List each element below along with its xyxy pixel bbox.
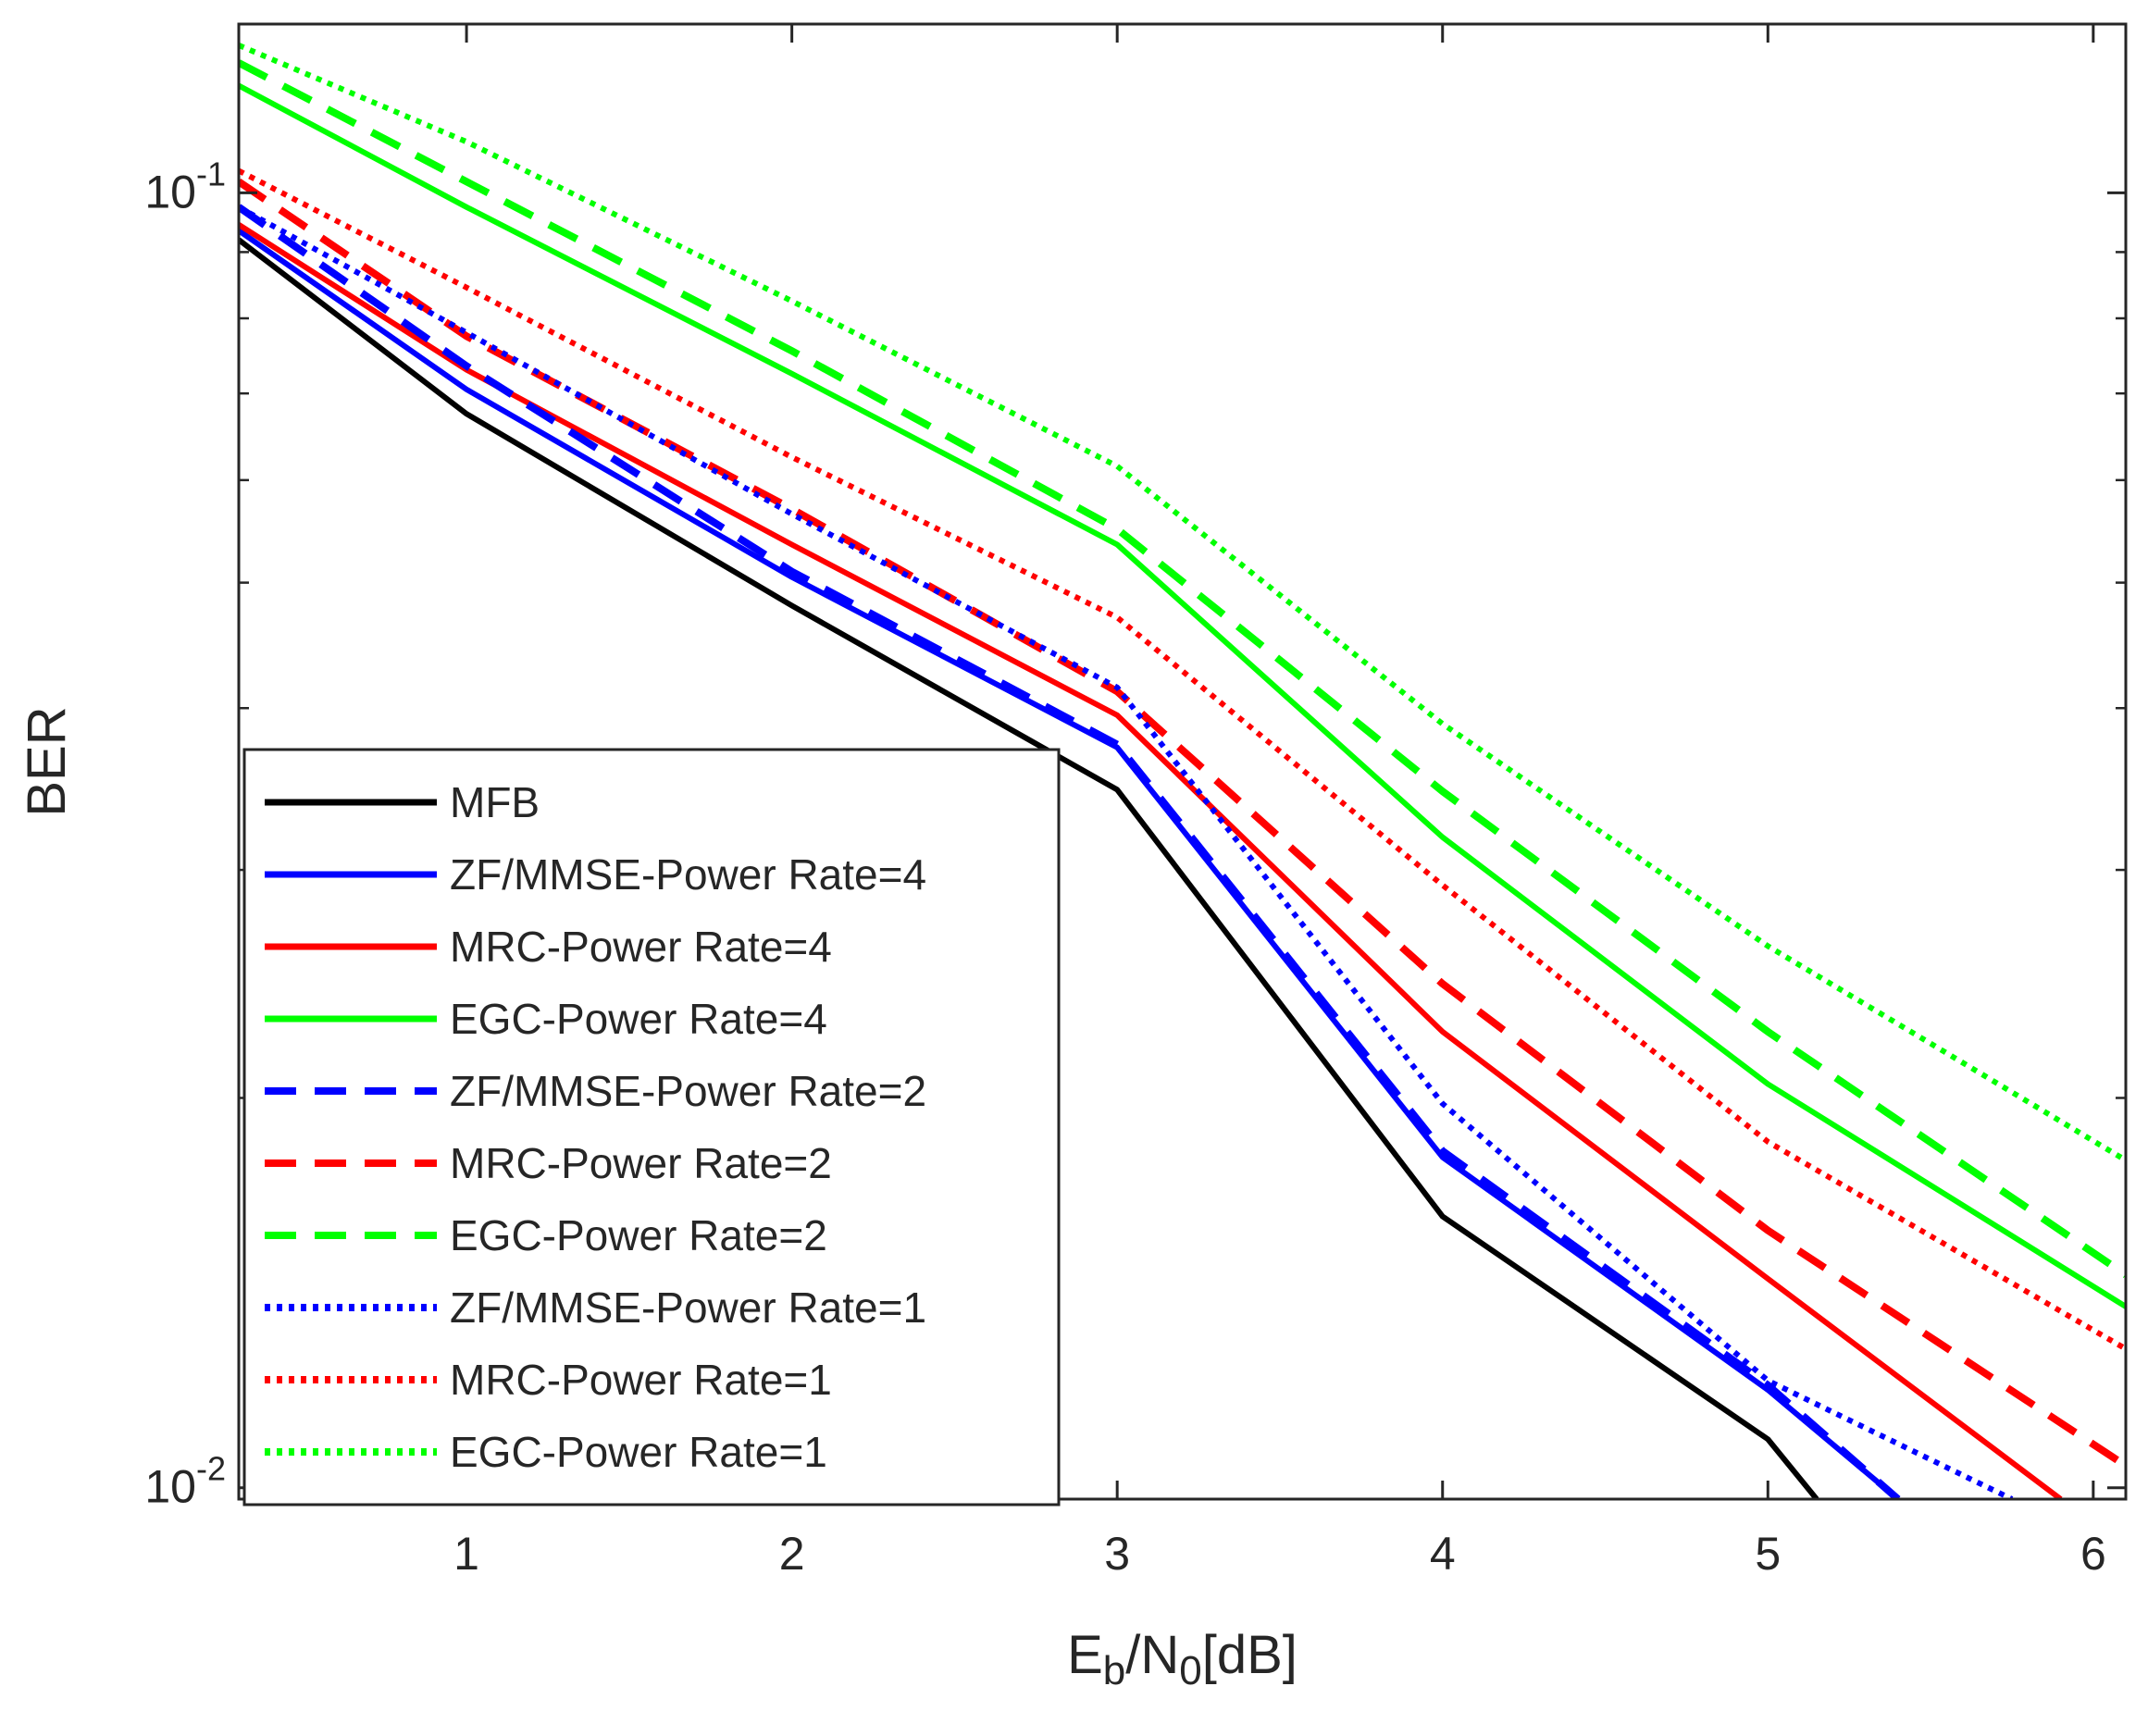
legend-label: ZF/MMSE-Power Rate=4 — [450, 850, 926, 899]
axis-layer: 1 2 3 4 5 6 10-2 10-1 — [144, 24, 2126, 1580]
x-tick-label: 4 — [1430, 1528, 1456, 1580]
y-tick-label: 10-1 — [144, 155, 226, 217]
x-axis-title-mid: /N — [1125, 1625, 1179, 1685]
legend-entry: MRC-Power Rate=1 — [265, 1356, 832, 1404]
y-tick-label: 10-2 — [144, 1450, 226, 1513]
legend-label: EGC-Power Rate=4 — [450, 995, 827, 1043]
legend-entry: MFB — [265, 778, 540, 826]
x-tick-label: 2 — [779, 1528, 805, 1580]
legend-label: MFB — [450, 778, 540, 826]
series-line-mrc-power-rate-2 — [239, 178, 2126, 1469]
x-tick-label: 5 — [1755, 1528, 1781, 1580]
legend-entry: ZF/MMSE-Power Rate=2 — [265, 1067, 926, 1115]
x-axis-title-sub-0: 0 — [1179, 1648, 1201, 1693]
x-axis-title-tail: [dB] — [1202, 1625, 1297, 1685]
legend-label: EGC-Power Rate=2 — [450, 1211, 827, 1259]
x-tick-label: 3 — [1104, 1528, 1130, 1580]
plot-frame — [237, 22, 2128, 1501]
series-line-mrc-power-rate-1 — [239, 167, 2126, 1352]
legend-entry: ZF/MMSE-Power Rate=1 — [265, 1283, 926, 1332]
x-axis-title: Eb/N0[dB] — [1067, 1625, 1297, 1693]
legend-label: ZF/MMSE-Power Rate=2 — [450, 1067, 926, 1115]
series-line-mfb — [239, 237, 1819, 1499]
legend-label: MRC-Power Rate=4 — [450, 923, 832, 971]
legend-entry: EGC-Power Rate=2 — [265, 1211, 827, 1259]
legend-label: EGC-Power Rate=1 — [450, 1428, 827, 1476]
series-line-egc-power-rate-4 — [239, 82, 2126, 1309]
y-axis-title: BER — [17, 706, 77, 816]
legend-entry: ZF/MMSE-Power Rate=4 — [265, 850, 926, 899]
series-line-egc-power-rate-1 — [239, 43, 2126, 1163]
x-axis-title-sub-b: b — [1103, 1648, 1125, 1693]
legend-label: MRC-Power Rate=2 — [450, 1139, 832, 1187]
legend-entry: EGC-Power Rate=1 — [265, 1428, 827, 1476]
x-tick-label: 1 — [453, 1528, 479, 1580]
legend-label: MRC-Power Rate=1 — [450, 1356, 832, 1404]
legend-entry: MRC-Power Rate=2 — [265, 1139, 832, 1187]
legend-label: ZF/MMSE-Power Rate=1 — [450, 1283, 926, 1332]
series-line-egc-power-rate-2 — [239, 59, 2126, 1279]
x-tick-label: 6 — [2080, 1528, 2106, 1580]
legend-items: MFB ZF/MMSE-Power Rate=4 MRC-Power Rate=4 E… — [265, 778, 926, 1476]
series-layer — [239, 43, 2126, 1499]
series-line-zf-mmse-power-rate-2 — [239, 204, 1901, 1499]
series-line-zf-mmse-power-rate-1 — [239, 205, 2014, 1499]
legend-entry: MRC-Power Rate=4 — [265, 923, 832, 971]
legend: MFB ZF/MMSE-Power Rate=4 MRC-Power Rate=4 E… — [242, 748, 1061, 1507]
x-axis-title-main: E — [1067, 1625, 1103, 1685]
legend-entry: EGC-Power Rate=4 — [265, 995, 827, 1043]
